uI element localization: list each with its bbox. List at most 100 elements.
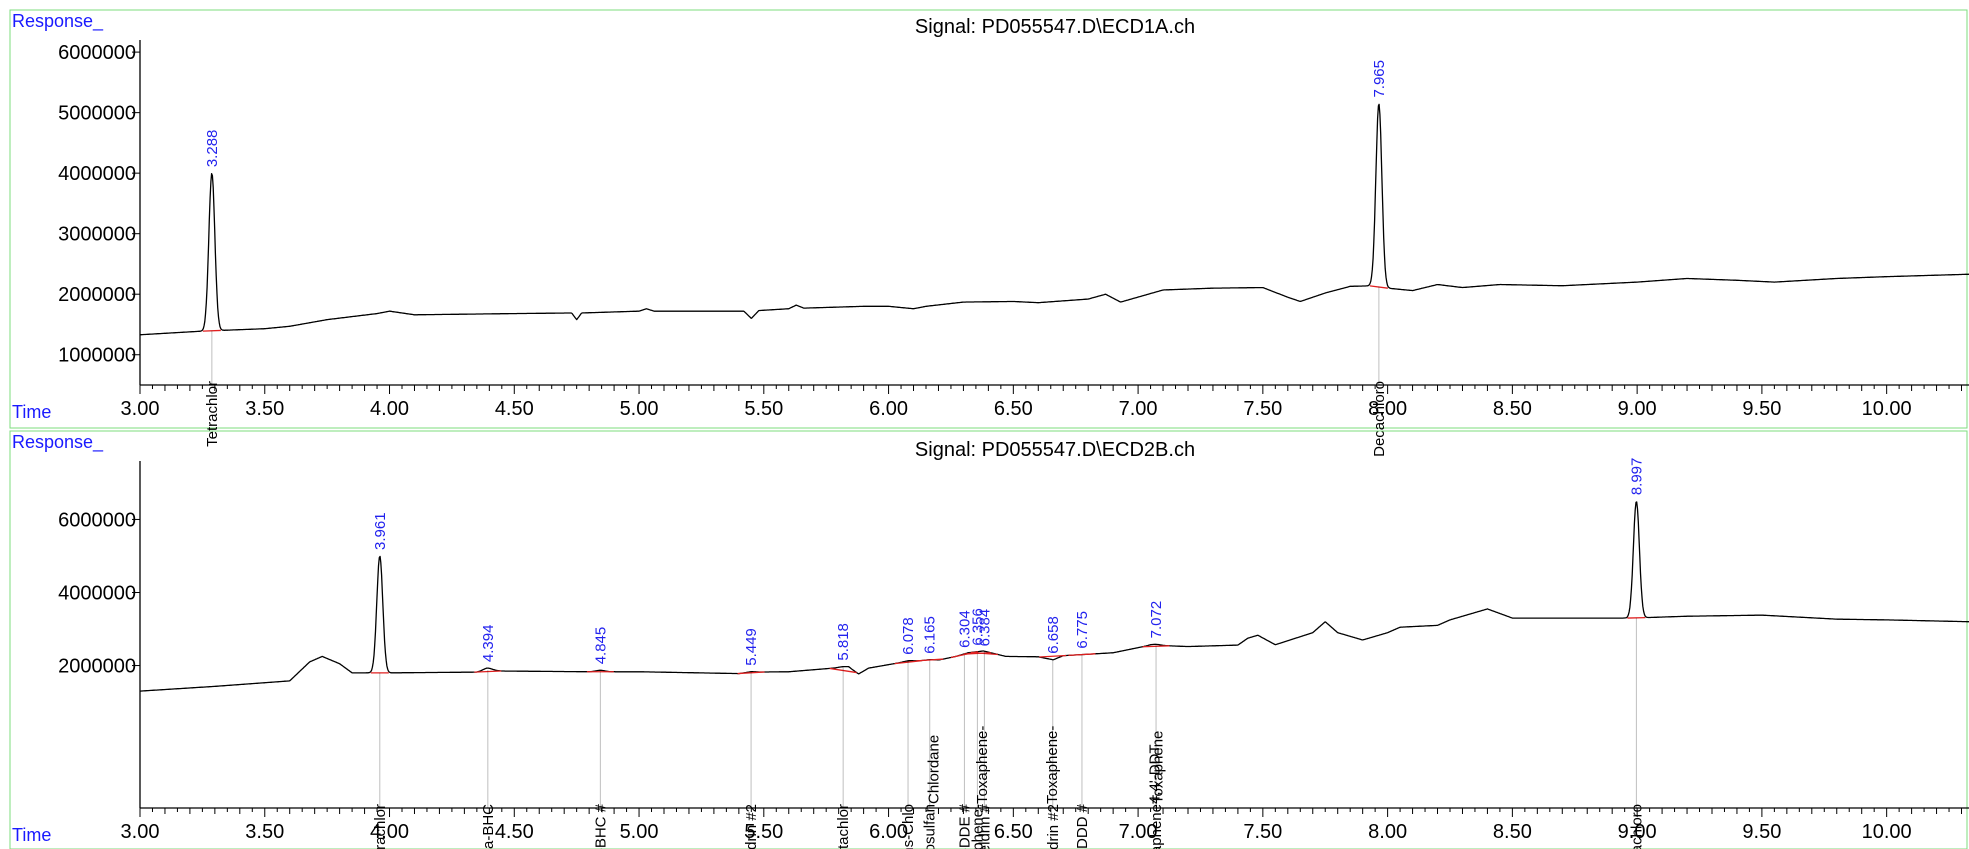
signal-trace <box>139 103 1969 336</box>
compound-label: Toxaphene- <box>974 726 991 804</box>
compound-label: Dieldrin # <box>976 803 993 849</box>
x-tick-label: 8.00 <box>1368 398 1407 420</box>
chart-panel-2: Response_ Time Signal: PD055547.D\ECD2B.ch… <box>9 430 1969 849</box>
compound-label: Toxaphene <box>1150 731 1167 804</box>
compound-label: 4,4'-DDE # <box>956 803 973 849</box>
x-tick-label: 8.50 <box>1493 821 1532 843</box>
peak-baseline <box>474 670 502 673</box>
peak-baseline <box>1142 645 1170 648</box>
x-tick-label: 9.50 <box>1742 398 1781 420</box>
y-tick-label: 6000000 <box>58 509 136 531</box>
x-tick-label: 6.00 <box>869 821 908 843</box>
peak-baseline <box>916 658 944 662</box>
y-tick-label: 4000000 <box>58 163 136 185</box>
retention-time-label: 6.775 <box>1074 611 1091 649</box>
retention-time-label: 6.304 <box>956 610 973 648</box>
retention-time-label: 8.997 <box>1628 458 1645 496</box>
x-tick-label: 4.50 <box>495 398 534 420</box>
response-label: Response_ <box>12 11 104 32</box>
compound-label: Decachloro <box>1628 804 1645 849</box>
y-tick-label: 6000000 <box>58 42 136 64</box>
compound-label: beta-BHC # <box>592 803 609 849</box>
x-tick-label: 9.50 <box>1742 821 1781 843</box>
chart-title: Signal: PD055547.D\ECD2B.ch <box>915 439 1195 461</box>
panel-frame <box>9 430 1968 849</box>
x-tick-label: 5.50 <box>744 821 783 843</box>
retention-time-label: 6.165 <box>922 616 939 654</box>
x-tick-label: 6.50 <box>994 398 1033 420</box>
retention-time-label: 5.818 <box>835 623 852 661</box>
compound-label: Endrin #2 <box>1045 804 1062 849</box>
x-tick-label: 5.00 <box>620 821 659 843</box>
time-label: Time <box>12 402 51 422</box>
x-tick-label: 4.00 <box>370 821 409 843</box>
x-tick-label: 7.00 <box>1119 821 1158 843</box>
compound-label: Heptachlor <box>835 804 852 849</box>
peak-baseline <box>1369 285 1388 289</box>
compound-label: Tetrachlor <box>372 804 389 849</box>
compound-label: Chlordane <box>925 735 942 804</box>
compound-label: Tetrachlor <box>204 381 221 447</box>
x-tick-label: 7.50 <box>1243 398 1282 420</box>
response-label: Response_ <box>12 432 104 453</box>
retention-time-label: 7.072 <box>1148 601 1165 639</box>
x-tick-label: 6.50 <box>994 821 1033 843</box>
x-tick-label: 8.50 <box>1493 398 1532 420</box>
x-tick-label: 5.50 <box>744 398 783 420</box>
x-tick-label: 3.00 <box>121 398 160 420</box>
peak-baseline <box>202 329 221 332</box>
peak-baseline <box>1068 653 1096 657</box>
y-tick-label: 3000000 <box>58 224 136 246</box>
peak-baseline <box>829 667 857 674</box>
retention-time-label: 6.356 <box>969 608 986 646</box>
chart-title: Signal: PD055547.D\ECD1A.ch <box>915 16 1195 38</box>
x-tick-label: 6.00 <box>869 398 908 420</box>
x-tick-label: 4.00 <box>370 398 409 420</box>
x-tick-label: 9.00 <box>1618 398 1657 420</box>
x-tick-label: 4.50 <box>495 821 534 843</box>
compound-label: Toxaphene <box>1148 804 1165 849</box>
panel-frame <box>9 9 1968 429</box>
retention-time-label: 7.965 <box>1371 60 1388 98</box>
compound-label: Aldrin #2 <box>743 804 760 849</box>
retention-time-label: 6.078 <box>900 617 917 655</box>
compound-label: Toxaphene- <box>969 804 986 849</box>
x-tick-label: 10.00 <box>1862 821 1912 843</box>
x-tick-label: 9.00 <box>1618 821 1657 843</box>
x-tick-label: 3.00 <box>121 821 160 843</box>
retention-time-label: 5.449 <box>743 628 760 666</box>
x-tick-label: 3.50 <box>245 398 284 420</box>
peak-baseline <box>1039 654 1067 658</box>
x-tick-label: 7.00 <box>1119 398 1158 420</box>
y-tick-label: 1000000 <box>58 345 136 367</box>
retention-time-label: 4.845 <box>592 627 609 665</box>
retention-time-label: 6.658 <box>1045 616 1062 654</box>
y-tick-label: 4000000 <box>58 582 136 604</box>
compound-label: Decachloro <box>1371 381 1388 457</box>
retention-time-label: 6.384 <box>976 609 993 647</box>
signal-trace <box>140 501 1969 692</box>
retention-time-label: 4.394 <box>480 625 497 663</box>
compound-label: Toxaphene- <box>1044 726 1061 804</box>
retention-time-label: 3.288 <box>204 130 221 168</box>
compound-label: Endosulfan <box>922 804 939 849</box>
y-tick-label: 5000000 <box>58 103 136 125</box>
x-tick-label: 8.00 <box>1368 821 1407 843</box>
compound-label: alpha-BHC <box>480 804 497 849</box>
compound-label: 4,4'-DDT <box>1146 744 1163 804</box>
compound-label: 4,4'-DDD # <box>1074 803 1091 849</box>
time-label: Time <box>12 825 51 845</box>
x-tick-label: 10.00 <box>1862 398 1912 420</box>
y-tick-label: 2000000 <box>58 656 136 678</box>
compound-label: trans-Chlo <box>900 804 917 849</box>
x-tick-label: 7.50 <box>1243 821 1282 843</box>
y-tick-label: 2000000 <box>58 284 136 306</box>
peak-baseline <box>737 671 765 675</box>
x-tick-label: 3.50 <box>245 821 284 843</box>
chart-panel-1: Response_ Time Signal: PD055547.D\ECD1A.ch… <box>9 9 1969 457</box>
retention-time-label: 3.961 <box>372 512 389 550</box>
peak-baseline <box>970 651 998 656</box>
x-tick-label: 5.00 <box>620 398 659 420</box>
